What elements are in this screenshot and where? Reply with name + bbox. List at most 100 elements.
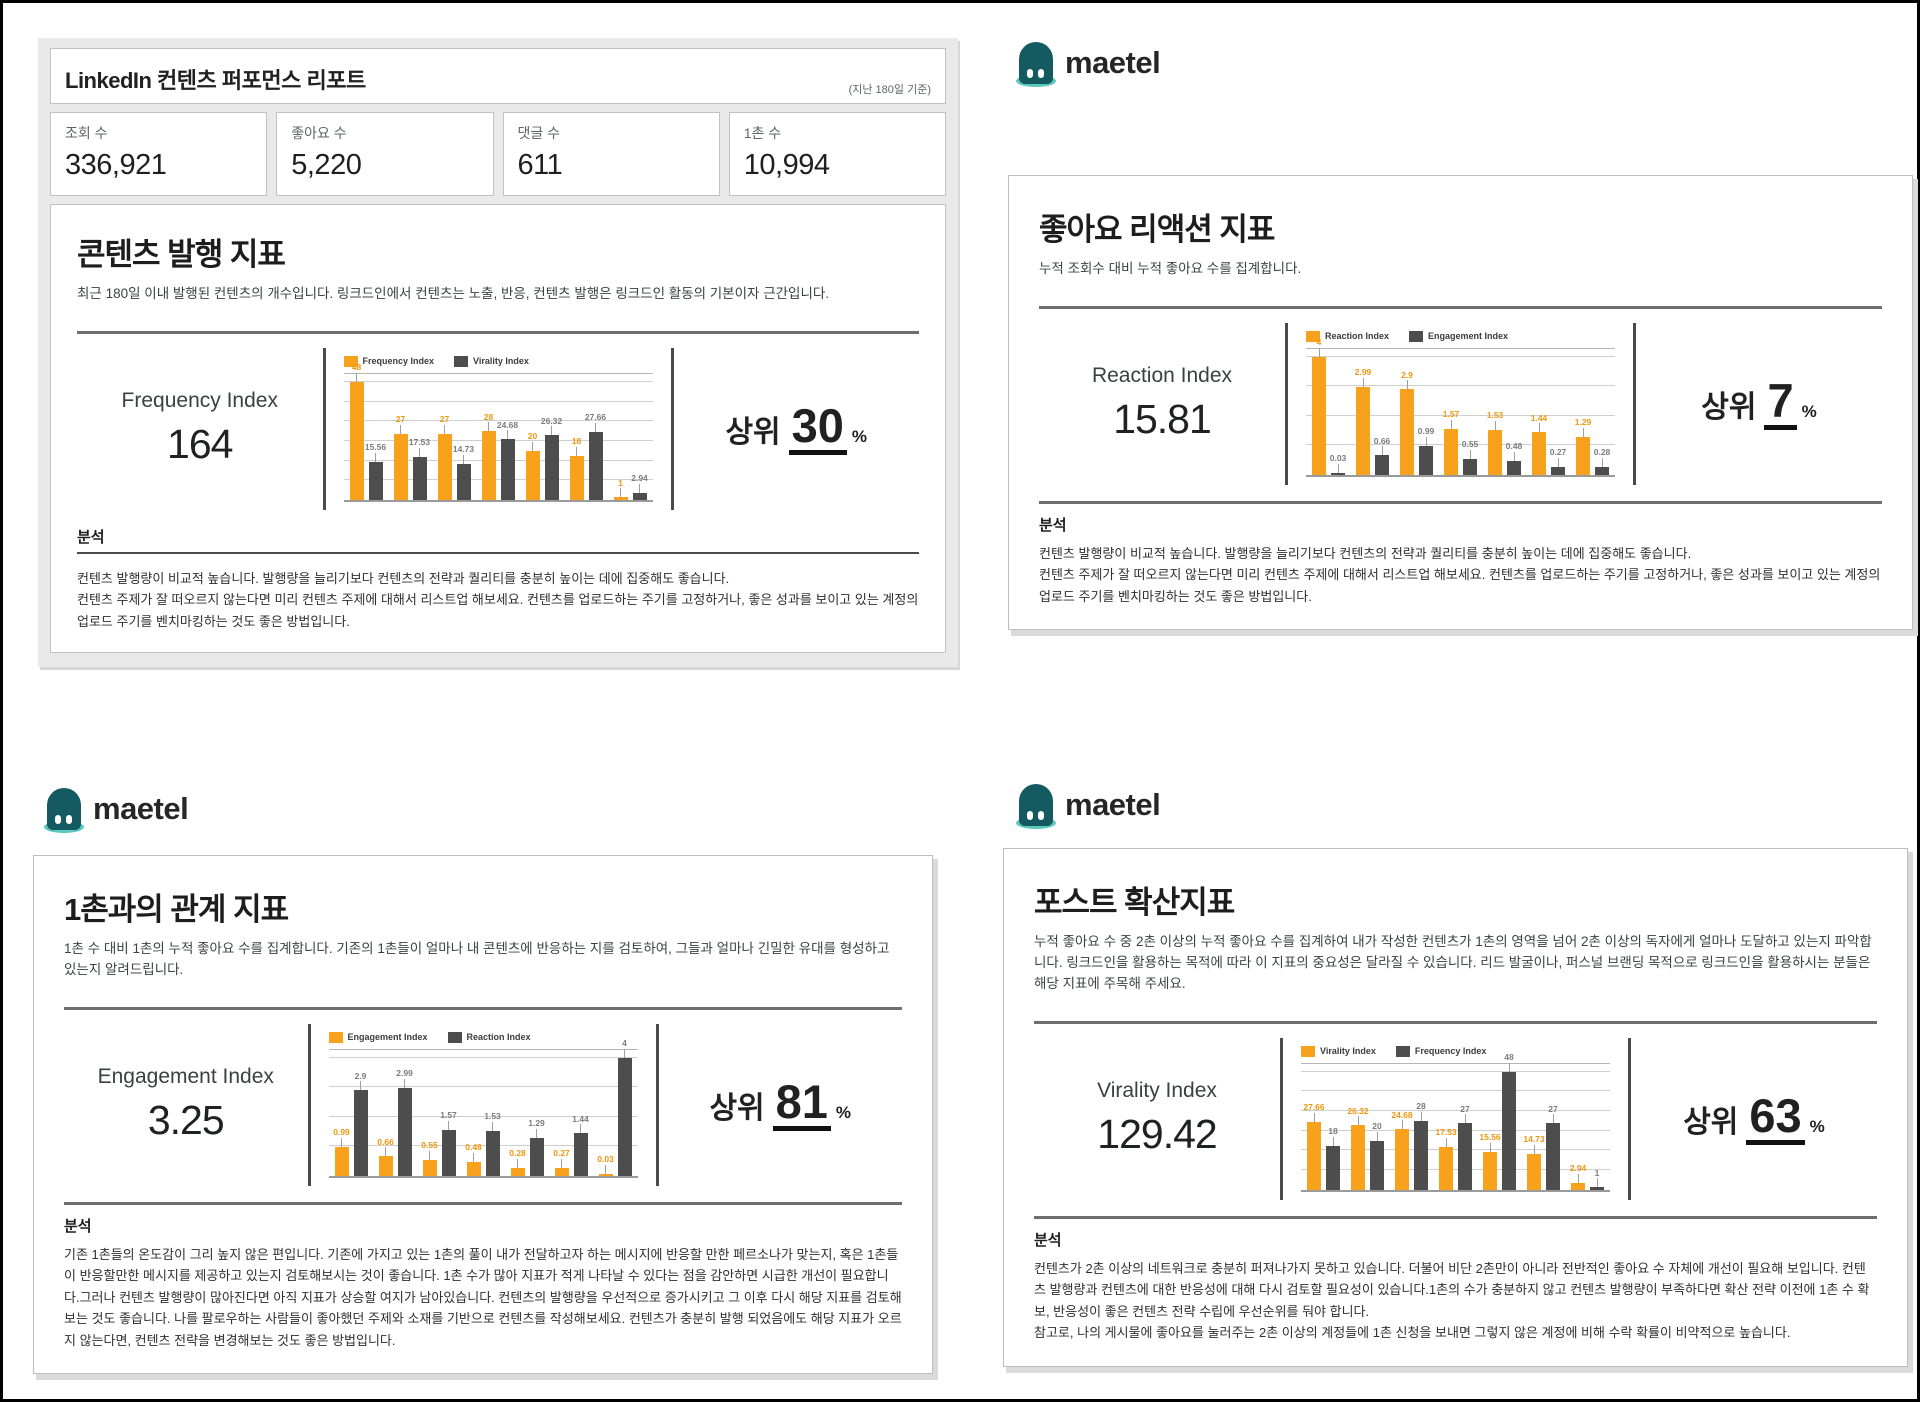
chart-left-rule: [1280, 1037, 1283, 1200]
report-frame: LinkedIn 컨텐츠 퍼포먼스 리포트 (지난 180일 기준) 조회 수 …: [38, 38, 958, 668]
bar-whisker: [639, 483, 640, 493]
bar: [1546, 1123, 1560, 1190]
gridline: [328, 1086, 638, 1088]
metric-label: Frequency Index: [121, 389, 278, 413]
legend-item: Engagement Index: [1409, 330, 1508, 342]
bar-wrap: 20: [1370, 1122, 1384, 1190]
bar-group: 27 17.53: [393, 415, 430, 500]
rank-prefix: 상위: [725, 416, 781, 450]
analysis-title: 분석: [1034, 1231, 1062, 1249]
stats-row: 조회 수 336,921 좋아요 수 5,220 댓글 수 611 1촌 수 1…: [50, 112, 946, 196]
bar-wrap: 28: [1414, 1102, 1428, 1190]
bar-whisker: [1332, 1136, 1334, 1146]
chart-legend: Virality Index Frequency Index: [1301, 1045, 1610, 1064]
bar-whisker: [419, 447, 420, 457]
bar-wrap: 28: [481, 413, 496, 500]
bar: [466, 1161, 481, 1176]
bar-group: 26.32 20: [1347, 1107, 1384, 1190]
rank-value: 7: [1764, 377, 1797, 431]
bar-chart-virality: Virality Index Frequency Index 27.66 18 26.…: [1283, 1045, 1628, 1192]
bar-whisker: [1533, 1144, 1535, 1154]
bar: [598, 1173, 613, 1176]
bar-whisker: [341, 1137, 342, 1147]
bar-group: 14.73 27: [1523, 1105, 1560, 1190]
bar-value-label: 1.57: [1442, 409, 1460, 420]
bar-value-label: 27.66: [584, 412, 607, 423]
rank-prefix: 상위: [1701, 391, 1757, 425]
bar-group: 1 2.94: [613, 474, 648, 500]
bar: [588, 431, 603, 500]
gridline: [1301, 1070, 1610, 1072]
bar-whisker: [1513, 451, 1515, 461]
legend-swatch: [1409, 330, 1424, 342]
bar: [617, 1057, 632, 1176]
bar-wrap: 0.55: [421, 1141, 438, 1176]
bar-value-label: 1.53: [484, 1111, 501, 1122]
bar-wrap: 1.57: [440, 1111, 457, 1176]
gridline: [1301, 1149, 1610, 1151]
bar: [412, 456, 427, 500]
bar-whisker: [517, 1158, 518, 1168]
bar-value-label: 20: [1372, 1121, 1382, 1132]
brand-name: maetel: [93, 791, 189, 826]
bar-value-label: 18: [571, 436, 582, 447]
maetel-mascot-icon: [43, 785, 85, 833]
bar-whisker: [1557, 457, 1559, 467]
chart-plot: 0.99 2.9 0.66 2.99 0.55 1.57 0.48 1.53 0.28 1.29 0…: [328, 1039, 638, 1178]
bar-whisker: [620, 488, 621, 498]
gridline: [343, 420, 653, 422]
bar-whisker: [1406, 380, 1408, 390]
metric-block: Frequency Index 164: [77, 389, 323, 468]
metric-row: Reaction Index 15.81 Reaction Index Engag…: [1039, 322, 1882, 485]
bar-whisker: [1577, 1173, 1579, 1183]
bar-value-label: 2.99: [396, 1068, 413, 1079]
bar-value-label: 1.44: [1530, 412, 1548, 423]
bar-whisker: [429, 1150, 430, 1160]
bar-wrap: 27: [437, 415, 452, 500]
bar-value-label: 15.56: [1479, 1132, 1501, 1143]
bar-group: 0.99 2.9: [333, 1072, 368, 1176]
gridline: [1306, 355, 1615, 357]
bar-wrap: 0.48: [465, 1143, 482, 1176]
bar-wrap: 24.68: [1391, 1111, 1413, 1190]
analysis-text: 기존 1촌들의 온도감이 그리 높지 않은 편입니다. 기존에 가지고 있는 1…: [64, 1246, 902, 1348]
bar: [353, 1090, 368, 1176]
bar-whisker: [1489, 1142, 1491, 1152]
bar: [441, 1129, 456, 1176]
bar-value-label: 1: [618, 477, 623, 488]
bar-value-label: 2.9: [1401, 369, 1413, 380]
bar: [397, 1087, 412, 1176]
bar: [529, 1137, 544, 1176]
bar-value-label: 1.29: [528, 1118, 545, 1129]
panel-description: 1촌 수 대비 1촌의 누적 좋아요 수를 집계합니다. 기존의 1촌들이 얼마…: [64, 941, 890, 977]
panel-content-publishing: 콘텐츠 발행 지표 최근 180일 이내 발행된 컨텐츠의 개수입니다. 링크드…: [50, 204, 946, 654]
bar-group: 0.28 1.29: [509, 1118, 545, 1176]
bar-whisker: [1508, 1062, 1510, 1072]
bar-group: 2.99 0.66: [1355, 368, 1390, 475]
rank-unit: %: [835, 1103, 852, 1123]
bar-whisker: [605, 1164, 606, 1174]
bar-group: 2.94 1: [1570, 1164, 1604, 1190]
bar-group: 48 15.56: [349, 363, 386, 500]
bar: [1419, 445, 1433, 475]
bar-wrap: 18: [569, 436, 584, 500]
report-title-bar: LinkedIn 컨텐츠 퍼포먼스 리포트 (지난 180일 기준): [50, 48, 946, 104]
bar-value-label: 20: [527, 431, 538, 442]
bar-whisker: [473, 1152, 474, 1162]
bar-wrap: 26.32: [541, 417, 562, 500]
bar-value-label: 14.73: [452, 444, 475, 455]
bar: [1463, 458, 1477, 475]
bar-wrap: 1.29: [528, 1118, 545, 1176]
bar-whisker: [624, 1048, 625, 1058]
analysis-section: 분석 컨텐츠가 2촌 이상의 네트워크로 충분히 퍼져나가지 못하고 있습니다.…: [1034, 1215, 1877, 1344]
bar-value-label: 0.99: [333, 1127, 350, 1138]
bar: [1400, 389, 1414, 475]
bar: [1483, 1151, 1497, 1190]
panel-title: 포스트 확산지표: [1034, 885, 1235, 920]
bar-whisker: [561, 1158, 562, 1168]
legend-label: Frequency Index: [1414, 1046, 1487, 1057]
metric-value: 164: [167, 421, 233, 468]
rank-value: 30: [788, 402, 847, 456]
stat-label: 좋아요 수: [291, 125, 347, 141]
analysis-section: 분석 컨텐츠 발행량이 비교적 높습니다. 발행량을 늘리기보다 컨텐츠의 전략…: [77, 526, 919, 632]
